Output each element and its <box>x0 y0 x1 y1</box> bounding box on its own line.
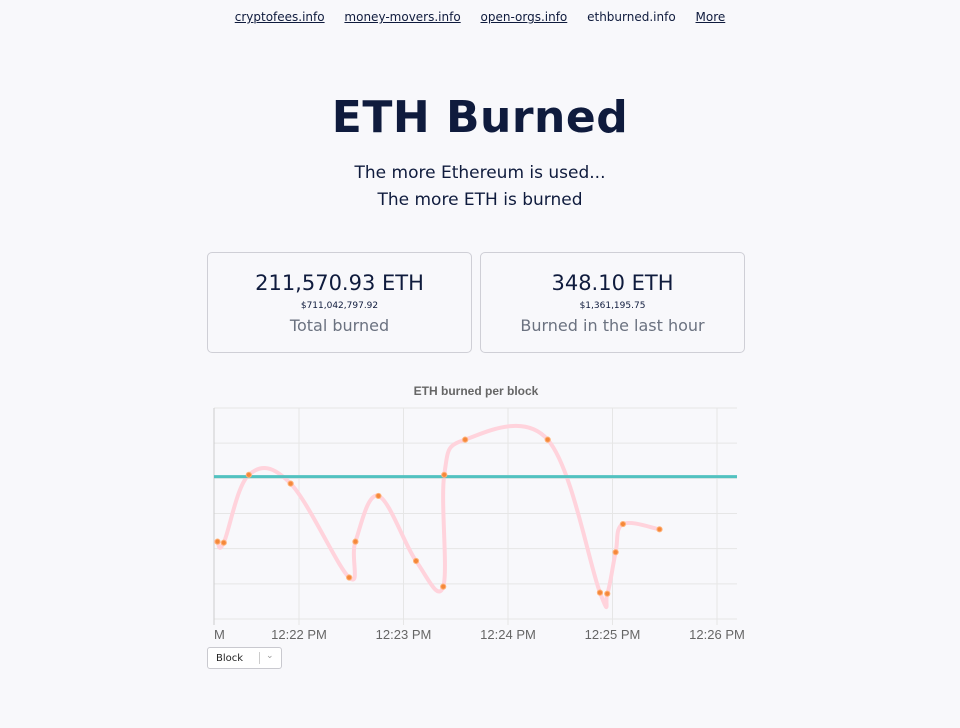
chart-title: ETH burned per block <box>413 384 539 398</box>
burn-data-point <box>462 436 469 443</box>
nav-current-site: ethburned.info <box>587 10 676 24</box>
x-tick-label: 12:22 PM <box>271 627 327 642</box>
total-burned-card: 211,570.93 ETH $711,042,797.92 Total bur… <box>207 252 472 353</box>
x-tick-label: M <box>214 627 225 642</box>
last-hour-label: Burned in the last hour <box>520 316 705 335</box>
page-title: ETH Burned <box>331 92 629 143</box>
burn-data-point <box>604 590 611 597</box>
nav-link-cryptofees[interactable]: cryptofees.info <box>234 10 325 24</box>
granularity-select-value: Block <box>216 653 244 664</box>
burn-data-point <box>619 520 627 528</box>
burn-data-point <box>544 436 551 443</box>
burn-data-point <box>346 574 353 581</box>
top-navigation: cryptofees.info money-movers.info open-o… <box>0 10 960 24</box>
granularity-select[interactable]: Block ⌄ <box>207 647 282 669</box>
burn-data-point <box>441 471 448 478</box>
x-tick-label: 12:24 PM <box>480 627 536 642</box>
burn-data-point <box>612 549 619 556</box>
burn-data-point <box>352 538 359 545</box>
burn-data-point <box>287 480 294 487</box>
page-subtitle-1: The more Ethereum is used... <box>354 163 606 183</box>
total-burned-label: Total burned <box>289 316 390 335</box>
chevron-down-icon: ⌄ <box>266 651 274 661</box>
burn-chart: ETH burned per block M 12:22 PM 12:23 PM 12… <box>200 380 745 642</box>
burn-data-point <box>596 589 604 596</box>
nav-more-link[interactable]: More <box>695 10 726 24</box>
burn-data-point <box>375 492 382 500</box>
last-hour-usd: $1,361,195.75 <box>579 301 646 311</box>
total-burned-usd: $711,042,797.92 <box>300 301 379 311</box>
last-hour-card: 348.10 ETH $1,361,195.75 Burned in the l… <box>480 252 745 353</box>
select-separator <box>259 652 260 664</box>
burn-data-point <box>656 526 663 533</box>
last-hour-eth: 348.10 ETH <box>551 271 674 295</box>
burn-data-point <box>440 583 447 590</box>
page-subtitle-2: The more ETH is burned <box>377 190 583 210</box>
burn-data-point <box>245 471 252 478</box>
x-tick-label: 12:26 PM <box>689 627 745 642</box>
nav-link-money-movers[interactable]: money-movers.info <box>344 10 461 24</box>
x-tick-label: 12:23 PM <box>376 627 432 642</box>
total-burned-eth: 211,570.93 ETH <box>255 271 424 295</box>
burn-data-point <box>412 557 420 565</box>
burn-data-point <box>220 539 227 546</box>
nav-link-open-orgs[interactable]: open-orgs.info <box>480 10 568 24</box>
chart-canvas[interactable]: M 12:22 PM 12:23 PM 12:24 PM 12:25 PM 12:26 P… <box>200 380 745 642</box>
x-tick-label: 12:25 PM <box>585 627 641 642</box>
burn-series-line <box>214 423 662 610</box>
burn-data-point <box>214 538 221 545</box>
